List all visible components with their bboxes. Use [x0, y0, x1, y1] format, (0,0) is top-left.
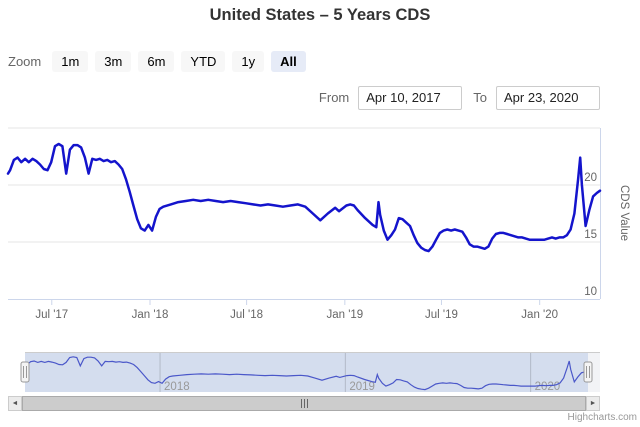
navigator-handle-left[interactable]	[20, 361, 30, 383]
zoom-button-3m[interactable]: 3m	[95, 51, 132, 72]
from-label: From	[318, 90, 350, 105]
scrollbar[interactable]: ◄ ►	[8, 396, 600, 411]
zoom-button-ytd[interactable]: YTD	[181, 51, 226, 72]
from-date-input[interactable]	[358, 85, 463, 110]
highcharts-credits-link[interactable]: Highcharts.com	[567, 412, 637, 423]
x-tick-label: Jan '18	[132, 309, 169, 321]
cds-series-line	[6, 142, 602, 253]
x-tick-label: Jul '17	[35, 309, 68, 321]
zoom-label: Zoom	[8, 54, 42, 69]
to-label: To	[473, 90, 487, 105]
navigator-mask-inside[interactable]	[25, 353, 588, 392]
chart-title: United States – 5 Years CDS	[209, 6, 431, 24]
x-tick-label: Jul '19	[425, 309, 458, 321]
navigator-handle-right[interactable]	[583, 361, 593, 383]
zoom-range-selector: Zoom 1m 3m 6m YTD 1y All	[8, 50, 306, 73]
x-tick-label: Jul '18	[230, 309, 263, 321]
x-axis-ticks: Jul '17 Jan '18 Jul '18 Jan '19 Jul '19 Jan '…	[35, 299, 558, 321]
to-date-input[interactable]	[496, 85, 600, 110]
zoom-button-1y[interactable]: 1y	[232, 51, 265, 72]
x-tick-label: Jan '19	[326, 309, 363, 321]
date-range-row: From To	[0, 85, 600, 110]
scrollbar-right-arrow-icon[interactable]: ►	[586, 396, 600, 411]
navigator-year-label: 2019	[349, 381, 375, 393]
axis-lines	[8, 128, 601, 300]
y-tick-label: 20	[584, 172, 597, 184]
navigator-series-line	[24, 356, 589, 391]
stock-chart[interactable]: Jul '17 Jan '18 Jul '18 Jan '19 Jul '19 Jan '…	[0, 0, 640, 396]
navigator-year-label: 2018	[164, 381, 190, 393]
y-axis-labels: 20 15 10	[584, 172, 597, 298]
navigator-year-label: 2020	[535, 381, 561, 393]
zoom-button-1m[interactable]: 1m	[52, 51, 89, 72]
scrollbar-left-arrow-icon[interactable]: ◄	[8, 396, 22, 411]
zoom-button-6m[interactable]: 6m	[138, 51, 175, 72]
y-tick-label: 15	[584, 229, 597, 241]
scrollbar-grip-icon	[300, 399, 308, 408]
zoom-button-all[interactable]: All	[271, 51, 306, 72]
x-tick-label: Jan '20	[521, 309, 558, 321]
y-axis-title: CDS Value	[618, 185, 630, 241]
navigator[interactable]: 2018 2019 2020	[20, 352, 600, 394]
y-gridlines	[8, 127, 600, 243]
scrollbar-thumb[interactable]	[22, 396, 586, 411]
y-tick-label: 10	[584, 286, 597, 298]
